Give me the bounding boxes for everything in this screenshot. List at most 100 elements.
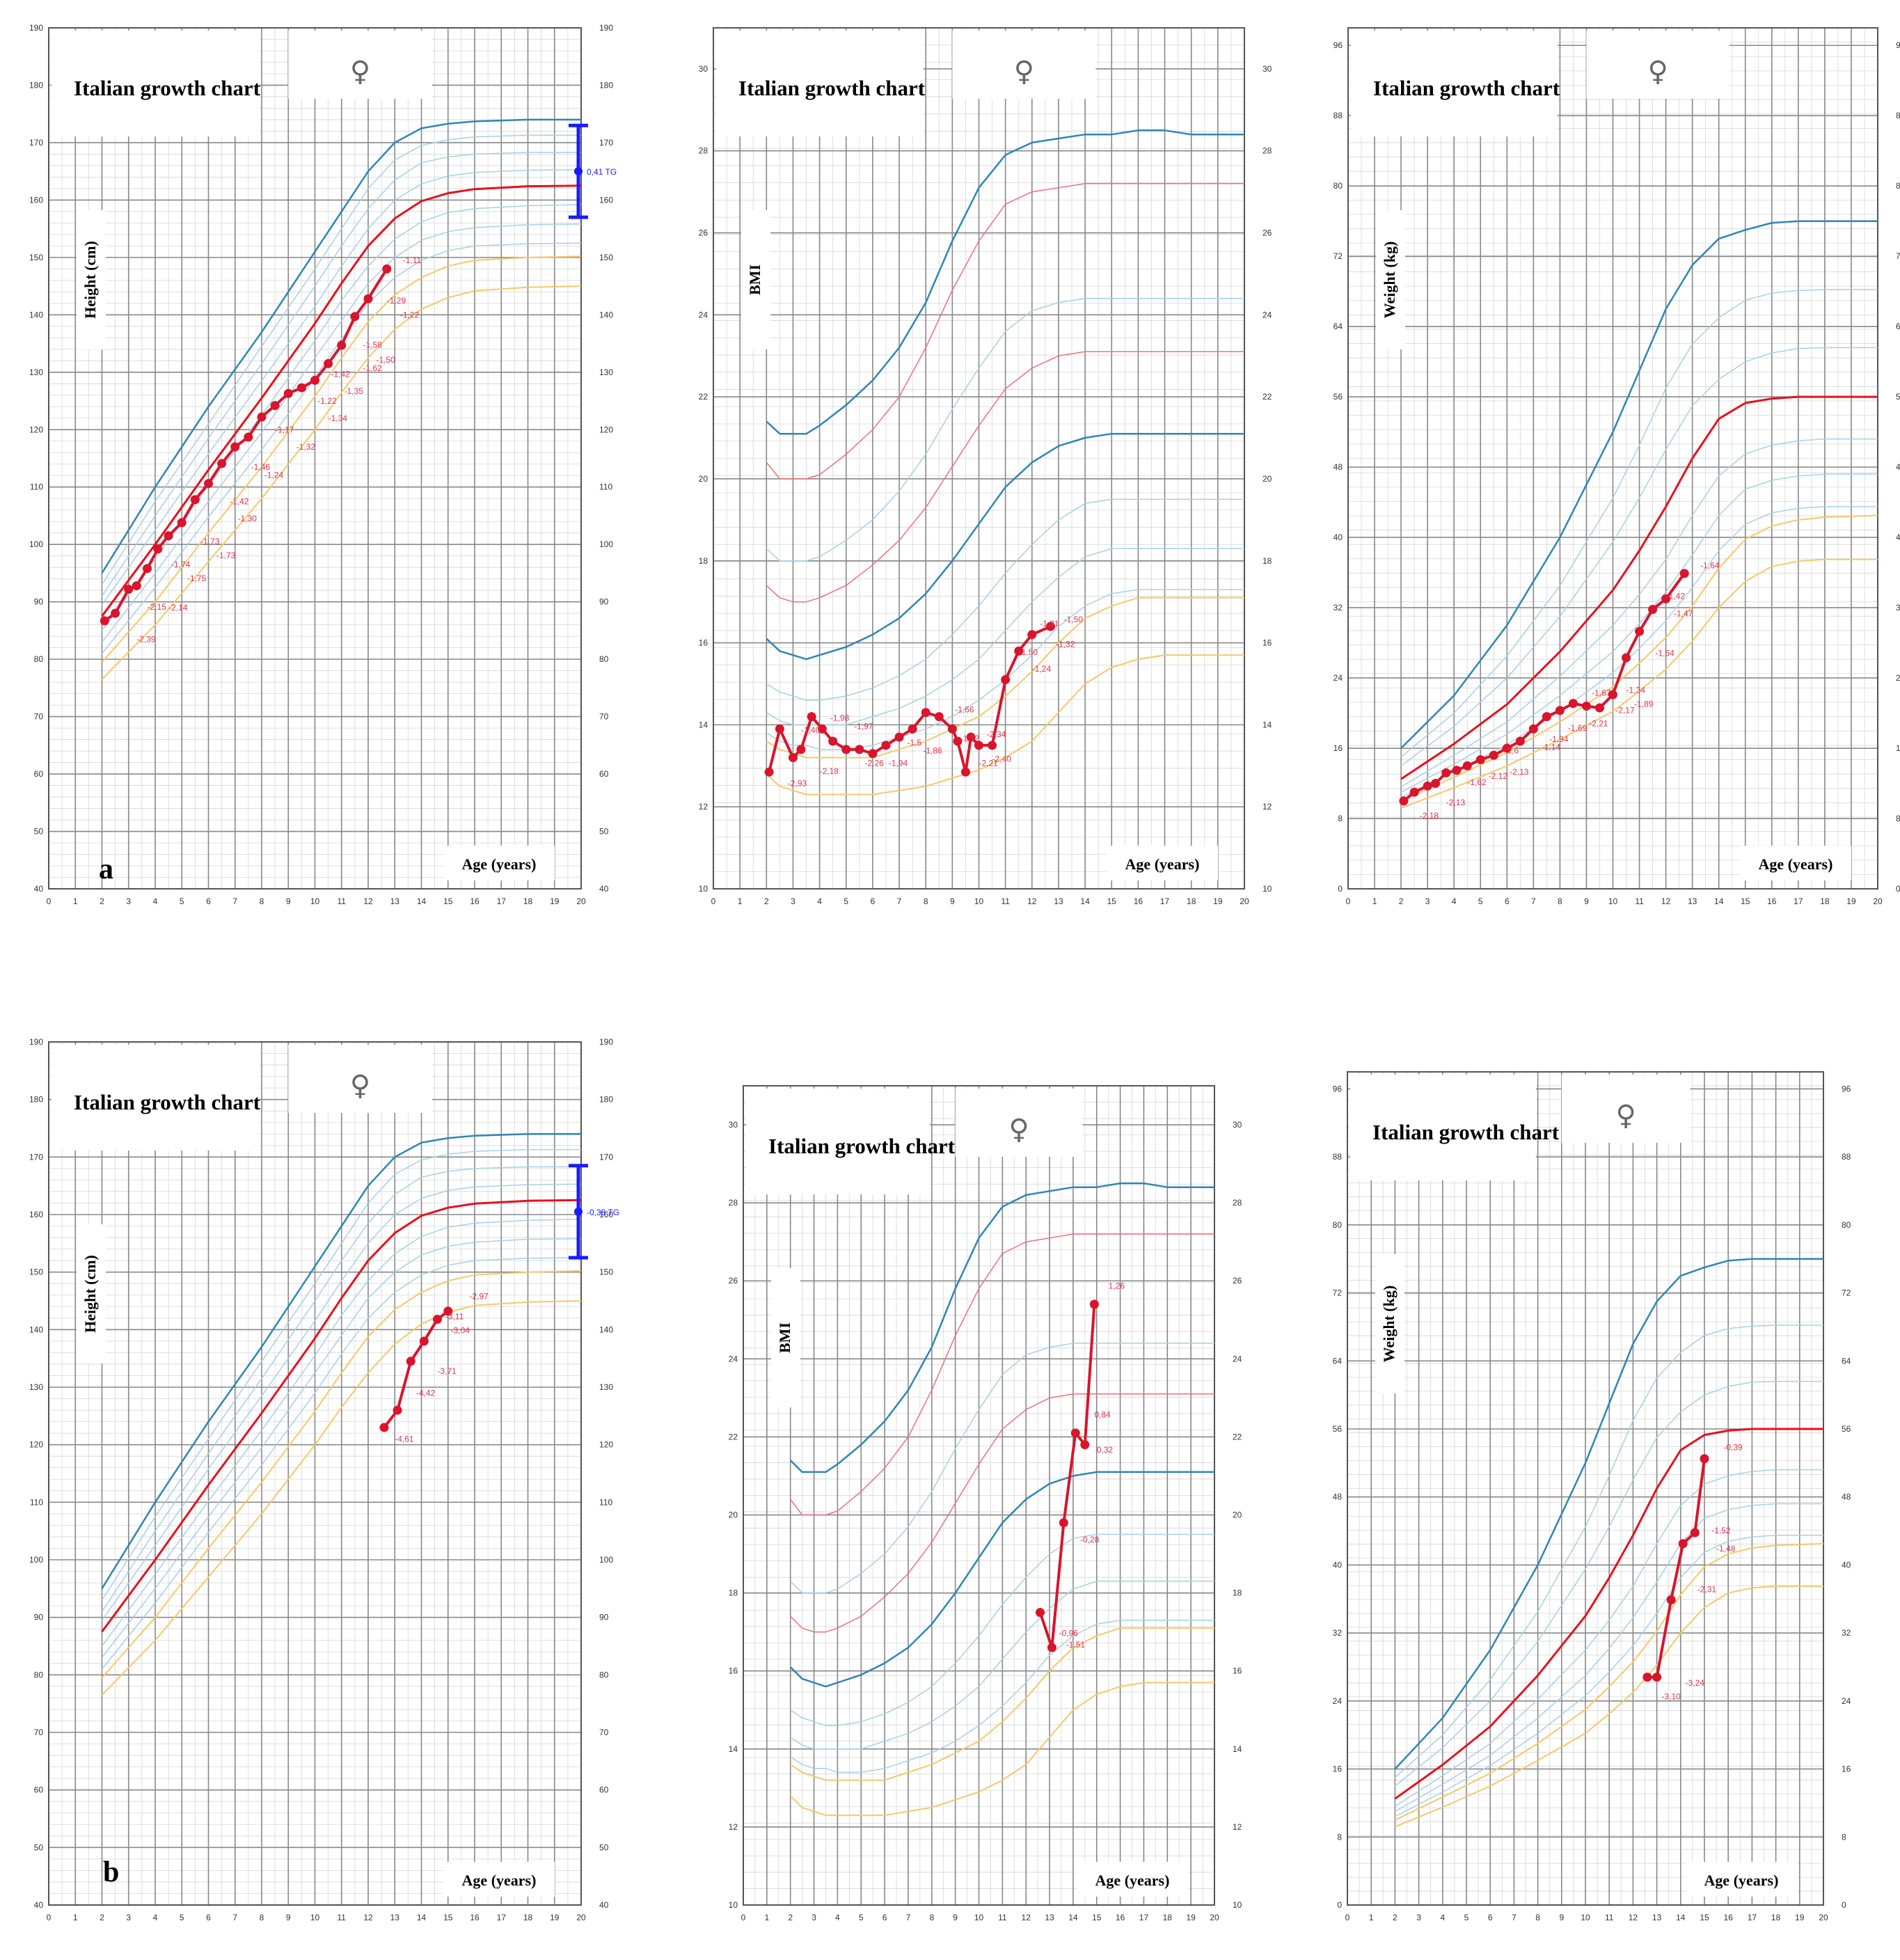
- sds-label: -1,52: [1711, 1526, 1731, 1535]
- sds-label: -2,21: [979, 758, 999, 768]
- patient-point: [921, 708, 931, 718]
- patient-point: [217, 459, 227, 468]
- y-tick-label-right: 60: [599, 769, 609, 779]
- y-tick-label-left: 80: [1333, 1220, 1343, 1230]
- y-tick-label-left: 140: [29, 310, 43, 319]
- x-tick-label: 17: [1160, 896, 1170, 906]
- patient-point: [1581, 701, 1591, 711]
- y-tick-label-right: 80: [599, 654, 609, 664]
- x-tick-label: 20: [1819, 1913, 1828, 1922]
- y-tick-label-right: 80: [1842, 1220, 1851, 1230]
- patient-point: [1441, 768, 1451, 777]
- patient-point: [143, 564, 152, 574]
- patient-point: [868, 749, 878, 759]
- y-tick-label-left: 100: [29, 1555, 43, 1565]
- reference-curve-2: [790, 1343, 1214, 1594]
- patient-point: [283, 388, 293, 398]
- reference-curve-2: [1394, 1380, 1823, 1787]
- patient-point: [310, 375, 319, 385]
- y-tick-label-left: 22: [699, 392, 708, 402]
- reference-curve-1: [101, 1148, 581, 1601]
- patient-point: [934, 712, 944, 722]
- patient-point: [1489, 750, 1498, 760]
- y-axis-title: Weight (kg): [1381, 242, 1398, 319]
- y-tick-label-right: 150: [599, 1267, 613, 1277]
- x-tick-label: 9: [1584, 896, 1589, 906]
- y-tick-label-left: 72: [1333, 251, 1343, 261]
- x-axis-title: Age (years): [462, 1872, 537, 1889]
- x-tick-label: 2: [788, 1913, 793, 1922]
- title-box: [52, 1045, 260, 1151]
- x-tick-label: 0: [741, 1913, 746, 1922]
- y-tick-label-right: 90: [599, 597, 609, 607]
- y-tick-label-right: 16: [1842, 1764, 1851, 1774]
- patient-point: [1700, 1454, 1709, 1464]
- y-tick-label-right: 40: [1896, 532, 1900, 542]
- x-tick-label: 13: [390, 896, 400, 906]
- sds-label: -1,50: [1019, 647, 1038, 657]
- x-tick-label: 4: [153, 1913, 158, 1922]
- y-tick-label-left: 24: [1333, 1696, 1343, 1706]
- x-tick-label: 4: [817, 896, 822, 906]
- y-tick-label-right: 120: [599, 425, 613, 434]
- sds-label: -1,94: [889, 758, 908, 768]
- x-tick-label: 10: [310, 896, 320, 906]
- x-tick-label: 1: [73, 1913, 78, 1922]
- target-height-label: -0,38 TG: [587, 1208, 619, 1217]
- sds-label: -1,62: [363, 363, 382, 373]
- x-tick-label: 11: [1635, 896, 1644, 906]
- x-tick-label: 3: [812, 1913, 816, 1922]
- y-tick-label-right: 88: [1896, 111, 1900, 120]
- symbol-box: [288, 31, 432, 99]
- chart-title: Italian growth chart: [738, 76, 926, 100]
- reference-curve-8: [101, 255, 582, 663]
- x-tick-label: 19: [1846, 896, 1856, 906]
- y-tick-label-left: 96: [1333, 1084, 1343, 1093]
- x-tick-label: 10: [974, 896, 984, 906]
- y-tick-label-right: 32: [1896, 603, 1900, 612]
- y-tick-label-left: 40: [34, 884, 44, 894]
- female-symbol-icon: ♀: [1648, 56, 1668, 88]
- patient-point: [1542, 712, 1551, 722]
- patient-point: [379, 1423, 389, 1432]
- x-tick-label: 7: [897, 896, 902, 906]
- x-tick-label: 11: [1605, 1913, 1614, 1922]
- reference-curve-3: [790, 1393, 1214, 1633]
- y-tick-label-right: 50: [599, 827, 609, 837]
- y-tick-label-right: 190: [599, 1037, 613, 1047]
- x-tick-label: 0: [1346, 896, 1351, 906]
- x-tick-label: 16: [1767, 896, 1777, 906]
- x-tick-label: 6: [1505, 896, 1510, 906]
- patient-point: [1047, 1643, 1056, 1652]
- x-tick-label: 14: [1080, 896, 1090, 906]
- sds-label: -2,97: [469, 1292, 489, 1302]
- patient-point: [1678, 1539, 1688, 1549]
- y-tick-label-left: 20: [729, 1510, 738, 1520]
- patient-point: [1528, 724, 1538, 734]
- y-tick-label-right: 100: [599, 539, 613, 549]
- x-tick-label: 19: [550, 896, 560, 906]
- y-tick-label-right: 72: [1842, 1288, 1851, 1298]
- patient-point: [393, 1405, 402, 1415]
- reference-curve-0: [1394, 1258, 1823, 1770]
- x-tick-label: 4: [1452, 896, 1457, 906]
- reference-curve-3: [101, 1183, 582, 1621]
- patient-point: [1409, 787, 1419, 797]
- patient-point: [1515, 736, 1525, 746]
- x-tick-label: 18: [1820, 896, 1830, 906]
- y-tick-label-left: 16: [1333, 743, 1343, 753]
- y-tick-label-right: 16: [1262, 638, 1272, 648]
- ylabel-box: [1376, 210, 1405, 349]
- y-tick-label-right: 12: [1262, 802, 1272, 812]
- reference-curve-2: [1400, 347, 1878, 766]
- y-axis-title: BMI: [776, 1322, 793, 1353]
- x-tick-label: 18: [523, 1913, 533, 1922]
- y-tick-label-right: 70: [599, 1728, 609, 1737]
- patient-point: [1027, 630, 1037, 640]
- chart-title: Italian growth chart: [1372, 1120, 1560, 1144]
- y-tick-label-right: 120: [599, 1440, 613, 1450]
- x-tick-label: 5: [1478, 896, 1483, 906]
- sds-label: -1,67: [1592, 688, 1611, 697]
- female-symbol-icon: ♀: [1008, 1114, 1029, 1146]
